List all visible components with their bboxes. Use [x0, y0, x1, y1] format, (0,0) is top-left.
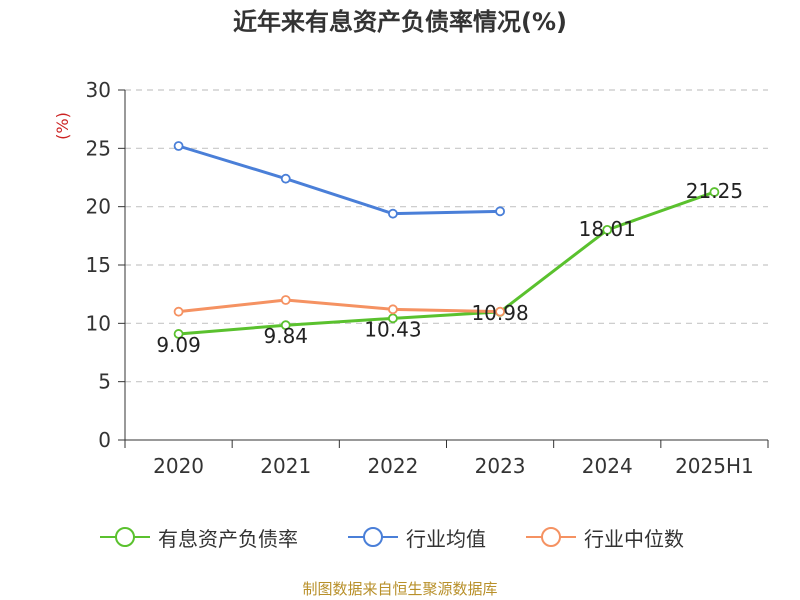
data-point [388, 313, 398, 324]
legend-label: 有息资产负债率 [158, 526, 298, 551]
grid-lines [125, 89, 768, 383]
x-tick-label: 2020 [153, 454, 204, 478]
data-point [602, 224, 613, 235]
series-line [178, 144, 501, 216]
data-label: 18.01 [579, 217, 636, 241]
y-tick-label: 5 [98, 370, 111, 394]
y-axis-label: (%) [53, 112, 72, 140]
legend-label: 行业中位数 [584, 526, 684, 551]
legend-item-industry-average[interactable]: 行业均值 [348, 520, 486, 554]
data-point [709, 187, 720, 197]
axes: 0 5 10 15 20 25 30 2020 2021 2022 2023 2024 2025H1 (%… [53, 78, 769, 478]
data-label: 9.09 [156, 333, 201, 357]
y-tick-label: 10 [86, 311, 111, 335]
data-point [173, 141, 184, 151]
data-point [495, 306, 505, 317]
legend-marker-blue-icon [348, 527, 398, 547]
series-line [178, 190, 715, 336]
data-label: 10.43 [364, 317, 421, 341]
data-point [280, 173, 291, 184]
legend-marker-orange-icon [526, 527, 576, 547]
legend-item-interest-bearing-debt-ratio[interactable]: 有息资产负债率 [100, 520, 298, 554]
data-point [173, 329, 184, 339]
x-tick-label: 2021 [260, 454, 311, 478]
x-tick-label: 2022 [367, 454, 418, 478]
data-label: 10.98 [471, 301, 528, 325]
data-point [388, 208, 398, 219]
data-point [495, 206, 505, 217]
x-tick-label: 2025H1 [675, 454, 754, 478]
data-point [280, 295, 291, 305]
data-point [173, 306, 184, 317]
x-tick-label: 2023 [475, 454, 526, 478]
y-tick-label: 0 [98, 428, 111, 452]
legend-item-industry-median[interactable]: 行业中位数 [526, 520, 684, 554]
series-lines [173, 141, 720, 339]
y-tick-label: 25 [86, 136, 111, 160]
legend-label: 行业均值 [406, 526, 486, 551]
y-tick-label: 20 [86, 195, 111, 219]
chart-title: 近年来有息资产负债率情况(%) [233, 8, 567, 36]
data-point [388, 304, 398, 315]
data-labels: 9.09 9.84 10.43 10.98 18.01 21.25 [156, 179, 743, 357]
legend-marker-green-icon [100, 527, 150, 547]
data-point [280, 320, 291, 331]
data-label: 9.84 [263, 324, 308, 348]
data-label: 21.25 [686, 179, 743, 203]
y-tick-label: 15 [86, 253, 111, 277]
y-tick-label: 30 [86, 78, 111, 102]
x-tick-label: 2024 [582, 454, 633, 478]
source-note: 制图数据来自恒生聚源数据库 [302, 580, 498, 598]
series-line [178, 298, 501, 314]
